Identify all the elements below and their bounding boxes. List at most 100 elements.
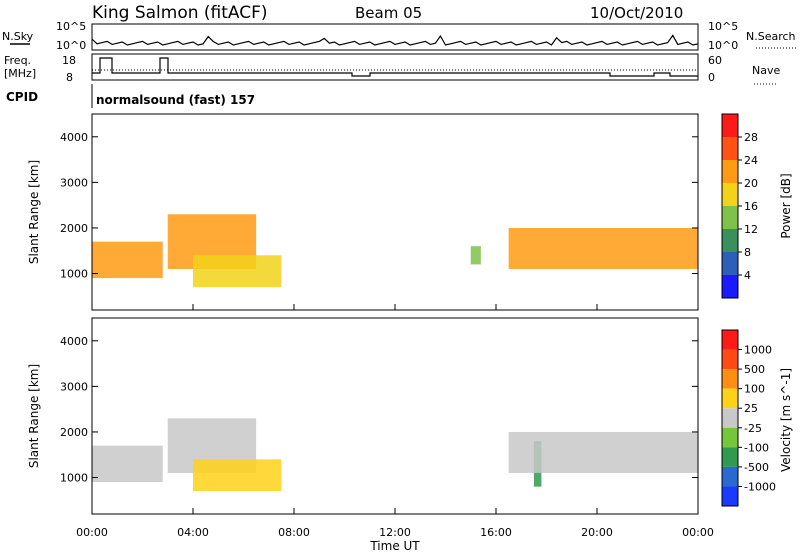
velocity-y-label: Slant Range [km]	[27, 364, 41, 468]
colorbar-bin	[722, 160, 738, 183]
noise-sky-label: N.Sky	[2, 30, 34, 43]
velocity-panel: 1000 2000 3000 4000 Slant Range [km]	[27, 317, 699, 515]
velocity-colorbar-ticks: 1000 500 100 25 -25 -100 -500 -1000	[738, 344, 776, 493]
y-tick-label: 3000	[60, 176, 88, 189]
y-tick-label: 2000	[60, 222, 88, 235]
y-tick-label: 4000	[60, 335, 88, 348]
freq-panel-frame	[91, 53, 699, 81]
colorbar-bin	[722, 137, 738, 160]
colorbar-tick-label: 4	[744, 269, 751, 282]
cpid-text: normalsound (fast) 157	[96, 93, 255, 107]
colorbar-tick-label: -25	[744, 422, 762, 435]
x-tick-label: 16:00	[480, 526, 512, 539]
nave-tick-top: 60	[708, 54, 722, 67]
freq-tick-bottom: 8	[66, 71, 73, 84]
colorbar-bin	[722, 466, 738, 487]
cpid-label: CPID	[6, 90, 38, 104]
power-colorbar-label: Power [dB]	[779, 173, 793, 238]
colorbar-tick-label: -500	[744, 461, 769, 474]
noise-tick-right-bottom: 10^0	[708, 39, 738, 52]
echo-region-1-0	[92, 445, 163, 483]
time-axis-ticks: 00:00 04:00 08:00 12:00 16:00 20:00 00:00	[76, 304, 714, 539]
x-tick-label: 00:00	[76, 526, 108, 539]
velocity-data	[92, 418, 698, 492]
freq-trace	[92, 57, 698, 77]
x-tick-label: 08:00	[278, 526, 310, 539]
echo-region-0-4	[508, 227, 698, 269]
power-data	[92, 214, 698, 288]
colorbar-tick-label: 28	[744, 131, 758, 144]
echo-region-0-3	[470, 246, 481, 265]
power-colorbar: 28 24 20 16 12 8 4 Power [dB]	[721, 113, 793, 299]
echo-region-0-2	[193, 255, 282, 288]
velocity-panel-frame	[91, 317, 699, 515]
nave-label: Nave	[752, 64, 780, 77]
x-tick-label: 20:00	[581, 526, 613, 539]
echo-region-0-0	[92, 241, 163, 279]
colorbar-bin	[722, 183, 738, 206]
noise-tick-left-bottom: 10^0	[56, 39, 86, 52]
colorbar-bin	[722, 275, 738, 298]
colorbar-bin	[722, 206, 738, 229]
colorbar-tick-label: 100	[744, 383, 765, 396]
colorbar-bin	[722, 349, 738, 370]
colorbar-tick-label: -100	[744, 441, 769, 454]
colorbar-bin	[722, 408, 738, 428]
colorbar-tick-label: 8	[744, 246, 751, 259]
beam-title: Beam 05	[355, 4, 422, 22]
noise-search-label: N.Search	[746, 30, 796, 43]
y-tick-label: 1000	[60, 268, 88, 281]
velocity-colorbar-bins	[722, 330, 738, 506]
colorbar-bin	[722, 369, 738, 389]
x-tick-label: 00:00	[682, 526, 714, 539]
date-title: 10/Oct/2010	[590, 4, 683, 22]
colorbar-bin	[722, 486, 738, 506]
freq-panel: Freq. [MHz] 18 8 60 0 Nave	[4, 53, 780, 85]
colorbar-bin	[722, 330, 738, 350]
colorbar-tick-label: 24	[744, 154, 758, 167]
colorbar-bin	[722, 229, 738, 252]
colorbar-tick-label: 16	[744, 200, 758, 213]
noise-panel-frame	[91, 23, 699, 51]
colorbar-tick-label: -1000	[744, 480, 776, 493]
echo-region-1-2	[193, 459, 282, 492]
station-title: King Salmon (fitACF)	[92, 3, 268, 23]
y-tick-label: 1000	[60, 472, 88, 485]
freq-tick-top: 18	[62, 54, 76, 67]
power-panel: 1000 2000 3000 4000 Slant Range [km]	[27, 113, 699, 311]
power-panel-frame	[91, 113, 699, 311]
freq-unit-label: [MHz]	[4, 67, 36, 80]
power-colorbar-bins	[722, 114, 738, 298]
colorbar-tick-label: 25	[744, 402, 758, 415]
velocity-colorbar: 1000 500 100 25 -25 -100 -500 -1000 Velocity [m…	[721, 329, 793, 507]
nave-tick-bottom: 0	[708, 71, 715, 84]
velocity-colorbar-frame	[721, 329, 739, 507]
noise-tick-right-top: 10^5	[708, 20, 738, 33]
echo-region-1-4	[508, 431, 698, 473]
x-tick-label: 12:00	[379, 526, 411, 539]
freq-label: Freq.	[4, 54, 31, 67]
time-axis-label: Time UT	[369, 539, 420, 553]
y-tick-label: 2000	[60, 426, 88, 439]
y-tick-label: 4000	[60, 131, 88, 144]
colorbar-bin	[722, 114, 738, 137]
power-y-label: Slant Range [km]	[27, 160, 41, 264]
x-tick-label: 04:00	[177, 526, 209, 539]
noise-tick-left-top: 10^5	[56, 20, 86, 33]
colorbar-tick-label: 20	[744, 177, 758, 190]
velocity-y-ticks: 1000 2000 3000 4000	[60, 335, 698, 485]
power-colorbar-ticks: 28 24 20 16 12 8 4	[738, 131, 758, 282]
colorbar-tick-label: 1000	[744, 344, 772, 357]
colorbar-bin	[722, 388, 738, 409]
colorbar-bin	[722, 447, 738, 467]
y-tick-label: 3000	[60, 380, 88, 393]
noise-panel: N.Sky 10^5 10^0 10^5 10^0 N.Search	[2, 20, 796, 52]
noise-sky-trace	[91, 34, 699, 46]
velocity-colorbar-label: Velocity [m s^-1]	[779, 368, 793, 472]
colorbar-tick-label: 12	[744, 223, 758, 236]
colorbar-bin	[722, 252, 738, 275]
colorbar-bin	[722, 427, 738, 448]
colorbar-tick-label: 500	[744, 363, 765, 376]
power-y-ticks: 1000 2000 3000 4000	[60, 131, 698, 281]
